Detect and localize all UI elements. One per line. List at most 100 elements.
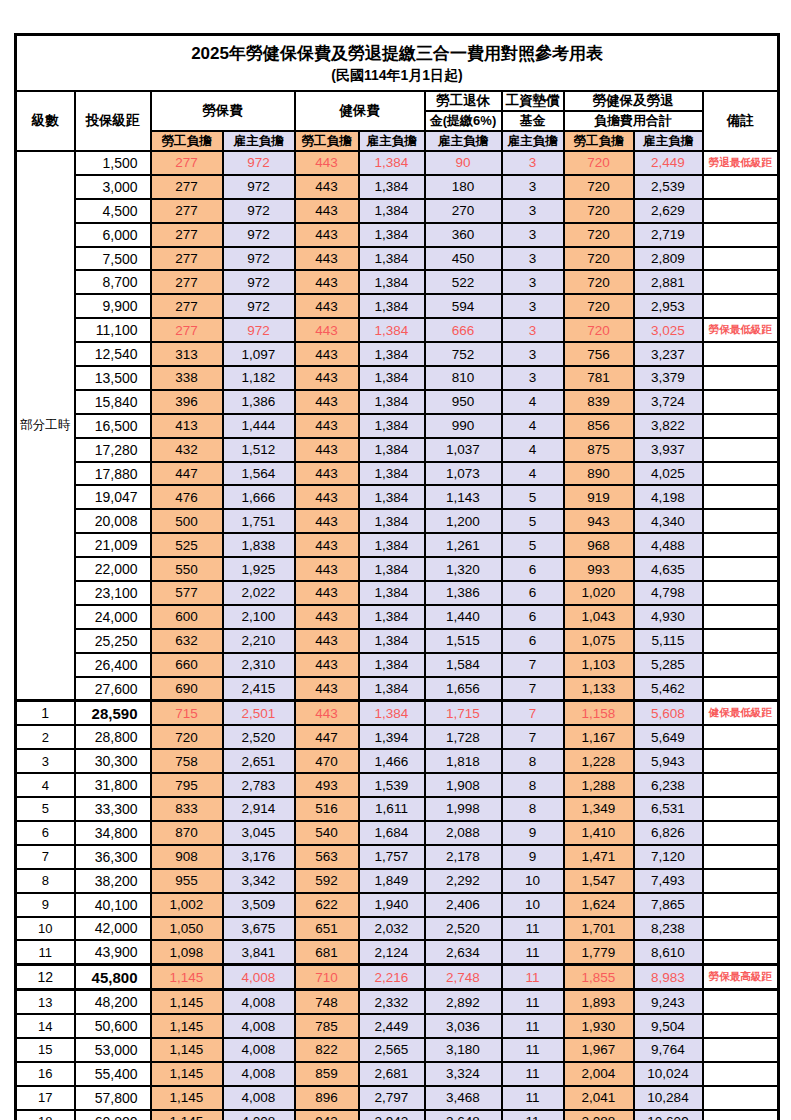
cell-wage-fund-employer: 7: [502, 653, 564, 677]
cell-health-employer: 1,384: [359, 247, 425, 271]
cell-health-employee: 443: [295, 175, 359, 199]
cell-bracket: 60,800: [75, 1110, 151, 1120]
cell-total-employer: 3,025: [634, 318, 703, 342]
cell-level: 16: [16, 1062, 75, 1086]
cell-total-employee: 1,288: [564, 773, 634, 797]
cell-bracket: 27,600: [75, 677, 151, 701]
cell-remark: 勞退最低級距: [703, 151, 779, 175]
cell-health-employee: 443: [295, 629, 359, 653]
cell-pension-employer: 1,715: [425, 701, 502, 725]
cell-health-employee: 493: [295, 773, 359, 797]
cell-wage-fund-employer: 11: [502, 1062, 564, 1086]
table-row: 128,5907152,5014431,3841,71571,1585,608健…: [16, 701, 779, 725]
cell-level: 14: [16, 1014, 75, 1038]
cell-total-employer: 4,198: [634, 485, 703, 509]
cell-labor-employee: 1,050: [151, 917, 223, 941]
cell-wage-fund-employer: 11: [502, 1086, 564, 1110]
cell-total-employee: 1,020: [564, 581, 634, 605]
cell-total-employee: 2,004: [564, 1062, 634, 1086]
cell-total-employee: 720: [564, 223, 634, 247]
cell-wage-fund-employer: 11: [502, 940, 564, 964]
cell-bracket: 42,000: [75, 917, 151, 941]
cell-wage-fund-employer: 8: [502, 797, 564, 821]
cell-remark: [703, 749, 779, 773]
col-header-total-line1: 勞健保及勞退: [564, 91, 703, 111]
cell-total-employee: 1,103: [564, 653, 634, 677]
cell-pension-employer: 2,892: [425, 990, 502, 1014]
cell-health-employer: 1,384: [359, 390, 425, 414]
table-row: 11,1002779724431,38466637203,025勞保最低級距: [16, 318, 779, 342]
table-row: 1860,8001,1454,0089432,9423,648112,08810…: [16, 1110, 779, 1120]
cell-level: 13: [16, 990, 75, 1014]
cell-total-employer: 4,798: [634, 581, 703, 605]
cell-level: 18: [16, 1110, 75, 1120]
cell-total-employee: 839: [564, 390, 634, 414]
table-row: 27,6006902,4154431,3841,65671,1335,462: [16, 677, 779, 701]
cell-health-employee: 443: [295, 151, 359, 175]
col-header-health-insurance: 健保費: [295, 91, 425, 131]
table-row: 部分工時1,5002779724431,3849037202,449勞退最低級距: [16, 151, 779, 175]
cell-health-employer: 2,681: [359, 1062, 425, 1086]
cell-bracket: 31,800: [75, 773, 151, 797]
subheader-pension-employer: 雇主負擔: [425, 131, 502, 151]
table-row: 7,5002779724431,38445037202,809: [16, 247, 779, 271]
cell-health-employee: 443: [295, 557, 359, 581]
cell-remark: [703, 557, 779, 581]
cell-health-employee: 470: [295, 749, 359, 773]
cell-labor-employee: 525: [151, 533, 223, 557]
cell-total-employer: 3,724: [634, 390, 703, 414]
cell-pension-employer: 450: [425, 247, 502, 271]
cell-pension-employer: 990: [425, 414, 502, 438]
cell-wage-fund-employer: 6: [502, 605, 564, 629]
cell-total-employer: 6,826: [634, 821, 703, 845]
cell-total-employee: 720: [564, 270, 634, 294]
cell-remark: [703, 893, 779, 917]
cell-bracket: 43,900: [75, 940, 151, 964]
cell-bracket: 28,800: [75, 725, 151, 749]
cell-wage-fund-employer: 7: [502, 677, 564, 701]
cell-total-employer: 7,865: [634, 893, 703, 917]
cell-pension-employer: 2,748: [425, 965, 502, 990]
cell-labor-employer: 2,520: [223, 725, 295, 749]
cell-health-employee: 443: [295, 438, 359, 462]
table-row: 16,5004131,4444431,38499048563,822: [16, 414, 779, 438]
cell-health-employee: 443: [295, 366, 359, 390]
cell-labor-employee: 396: [151, 390, 223, 414]
cell-labor-employer: 1,751: [223, 509, 295, 533]
cell-total-employee: 1,043: [564, 605, 634, 629]
cell-level: 15: [16, 1038, 75, 1062]
cell-labor-employer: 972: [223, 270, 295, 294]
cell-labor-employee: 720: [151, 725, 223, 749]
cell-labor-employer: 4,008: [223, 1110, 295, 1120]
cell-total-employee: 2,041: [564, 1086, 634, 1110]
cell-bracket: 30,300: [75, 749, 151, 773]
cell-total-employee: 720: [564, 199, 634, 223]
cell-pension-employer: 752: [425, 342, 502, 366]
cell-health-employee: 896: [295, 1086, 359, 1110]
cell-health-employer: 1,684: [359, 821, 425, 845]
cell-labor-employee: 715: [151, 701, 223, 725]
cell-labor-employer: 972: [223, 318, 295, 342]
cell-remark: [703, 653, 779, 677]
cell-labor-employer: 3,509: [223, 893, 295, 917]
cell-labor-employer: 1,512: [223, 438, 295, 462]
cell-health-employer: 2,332: [359, 990, 425, 1014]
cell-health-employee: 443: [295, 270, 359, 294]
cell-labor-employer: 1,564: [223, 462, 295, 486]
table-row: 940,1001,0023,5096221,9402,406101,6247,8…: [16, 893, 779, 917]
cell-bracket: 17,280: [75, 438, 151, 462]
cell-labor-employee: 1,145: [151, 1086, 223, 1110]
cell-labor-employee: 550: [151, 557, 223, 581]
cell-labor-employee: 795: [151, 773, 223, 797]
cell-remark: [703, 629, 779, 653]
cell-total-employer: 5,115: [634, 629, 703, 653]
cell-health-employee: 447: [295, 725, 359, 749]
table-row: 1553,0001,1454,0088222,5653,180111,9679,…: [16, 1038, 779, 1062]
cell-total-employee: 720: [564, 151, 634, 175]
cell-remark: 健保最低級距: [703, 701, 779, 725]
cell-labor-employee: 1,145: [151, 1110, 223, 1120]
cell-pension-employer: 1,440: [425, 605, 502, 629]
col-header-wage-fund-line2: 基金: [502, 111, 564, 131]
cell-health-employee: 443: [295, 318, 359, 342]
cell-labor-employer: 2,100: [223, 605, 295, 629]
